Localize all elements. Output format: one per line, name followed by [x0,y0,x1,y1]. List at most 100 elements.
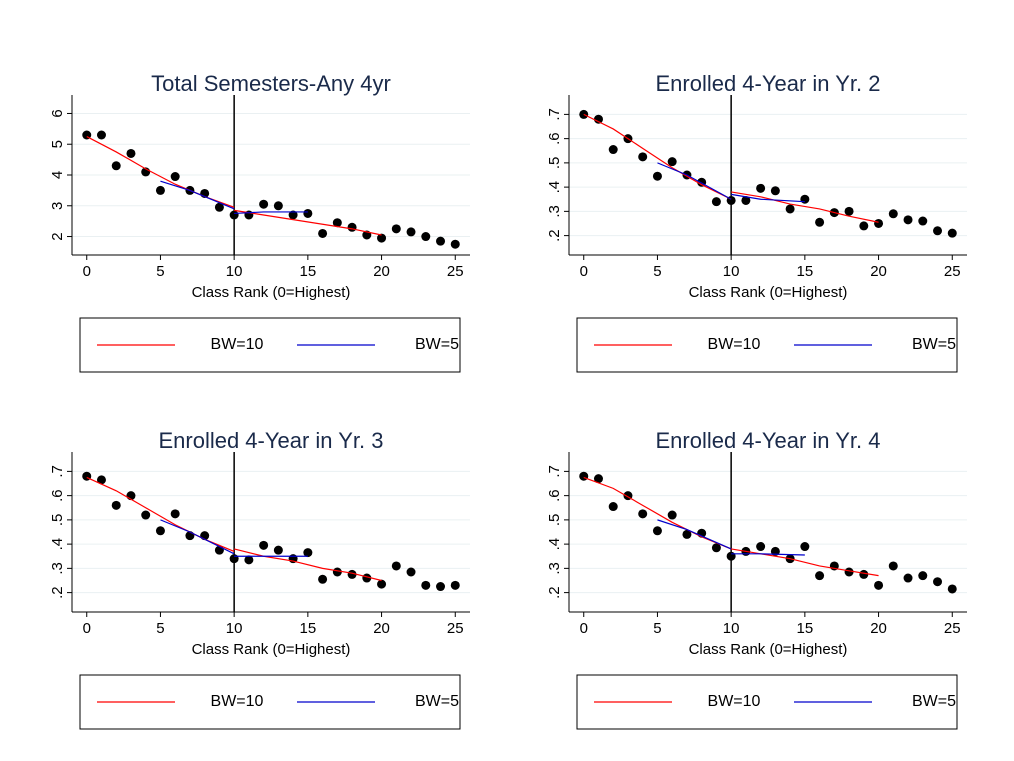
point [318,574,328,584]
x-tick-label: 5 [156,620,164,637]
fit-line [657,519,805,556]
y-tick-label: .2 [546,229,563,242]
point [318,228,328,238]
y-tick-label: .4 [546,181,563,194]
y-tick-label: .5 [546,157,563,170]
x-axis-label: Class Rank (0=Highest) [192,641,351,658]
point [111,161,121,171]
legend-box [79,317,461,373]
fit-line [160,180,308,215]
y-tick-label: .3 [546,562,563,575]
point [406,227,416,237]
point [377,579,387,589]
point [450,239,460,249]
point [667,157,677,167]
point [756,542,766,552]
point [391,224,401,234]
point [155,526,165,536]
x-tick-label: 10 [723,620,740,637]
point [918,216,928,226]
point [667,510,677,520]
point [638,509,648,519]
y-tick-label: .7 [546,465,563,478]
y-tick-label: .3 [49,562,66,575]
x-tick-label: 15 [300,620,317,637]
x-tick-label: 15 [797,263,814,280]
fit-line [583,476,879,577]
x-tick-label: 20 [373,263,390,280]
point [593,474,603,484]
fit-line [657,162,805,203]
y-tick-label: 5 [49,140,66,148]
point [903,215,913,225]
point [800,194,810,204]
legend-label: BW=5 [415,336,459,353]
point [273,545,283,555]
legend-label: BW=5 [912,336,956,353]
point [711,197,721,207]
x-tick-label: 5 [653,263,661,280]
fit-line [160,519,308,557]
y-tick-label: 4 [49,171,66,179]
point [874,218,884,228]
point [259,199,269,209]
point [933,226,943,236]
point [288,210,298,220]
point [214,202,224,212]
x-tick-label: 0 [580,263,588,280]
point [96,130,106,140]
point [421,232,431,242]
point [874,580,884,590]
point [332,218,342,228]
point [126,148,136,158]
point [347,222,357,232]
y-tick-label: .2 [546,586,563,599]
x-tick-label: 20 [870,620,887,637]
x-tick-label: 15 [300,263,317,280]
x-tick-label: 10 [723,263,740,280]
point [593,114,603,124]
legend-box [576,317,958,373]
legend-label: BW=10 [211,336,264,353]
x-tick-label: 20 [870,263,887,280]
x-axis-label: Class Rank (0=Highest) [689,284,848,301]
x-tick-label: 0 [83,263,91,280]
x-axis-label: Class Rank (0=Highest) [689,641,848,658]
point [229,554,239,564]
y-tick-label: .6 [546,489,563,502]
point [682,529,692,539]
y-tick-label: .3 [546,205,563,218]
point [303,548,313,558]
x-tick-label: 0 [580,620,588,637]
x-tick-label: 10 [226,263,243,280]
x-tick-label: 5 [156,263,164,280]
y-tick-label: .7 [49,465,66,478]
point [229,210,239,220]
point [652,171,662,181]
point [888,561,898,571]
point [273,201,283,211]
point [918,571,928,581]
point [96,475,106,485]
point [815,571,825,581]
point [711,543,721,553]
point [800,542,810,552]
point [844,206,854,216]
point [579,471,589,481]
y-tick-label: .2 [49,586,66,599]
chart-title: Enrolled 4-Year in Yr. 4 [655,428,880,453]
point [903,573,913,583]
y-tick-label: .6 [546,132,563,145]
point [859,569,869,579]
y-tick-label: .7 [546,108,563,121]
x-tick-label: 5 [653,620,661,637]
y-tick-label: .6 [49,489,66,502]
point [815,217,825,227]
point [933,577,943,587]
point [259,540,269,550]
point [377,233,387,243]
point [332,567,342,577]
chart-title: Enrolled 4-Year in Yr. 3 [158,428,383,453]
point [844,567,854,577]
